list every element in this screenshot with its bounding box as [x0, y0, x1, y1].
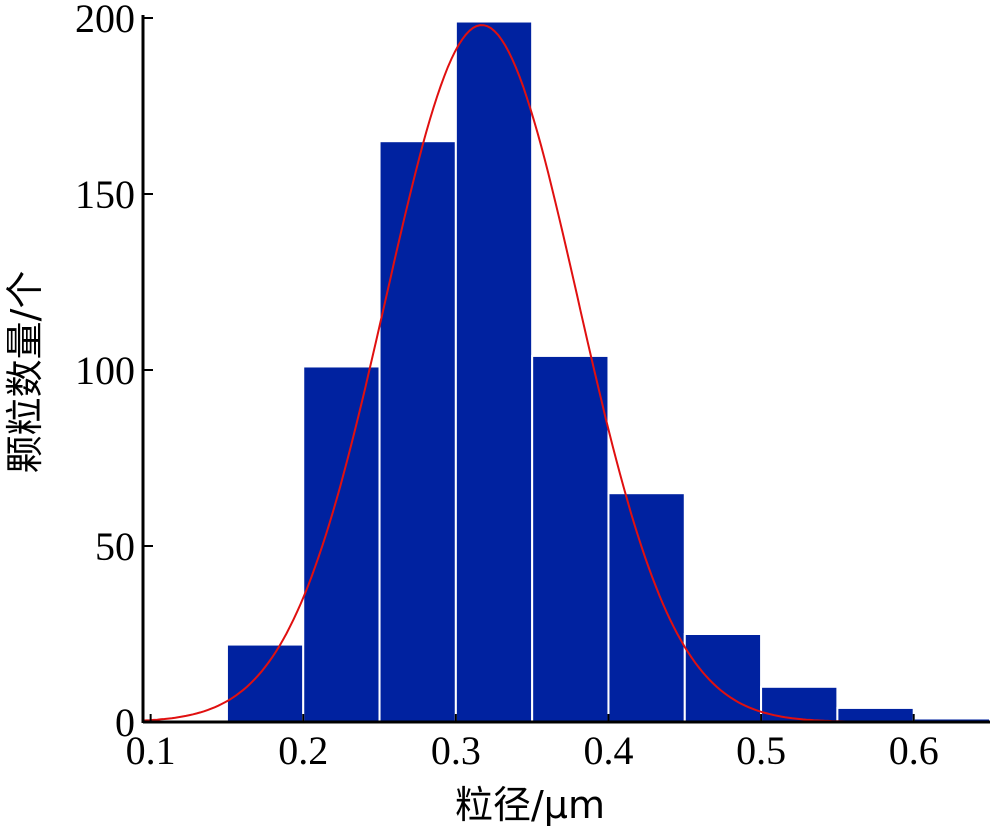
- x-tick-label-5: 0.6: [889, 728, 939, 773]
- x-ticks-group: 0.1 0.2 0.3 0.4 0.5 0.6: [126, 714, 939, 773]
- histogram-bar-0: [225, 643, 305, 723]
- x-tick-label-0: 0.1: [126, 728, 176, 773]
- x-tick-label-1: 0.2: [278, 728, 328, 773]
- histogram-bar-1: [302, 365, 381, 723]
- histogram-bar-6: [683, 633, 763, 723]
- histogram-bar-8: [836, 706, 915, 723]
- y-tick-label-0: 0: [115, 700, 135, 745]
- x-tick-label-3: 0.4: [583, 728, 633, 773]
- histogram-bar-7: [760, 685, 839, 723]
- bars-group: [225, 20, 991, 724]
- histogram-bar-4: [531, 354, 610, 723]
- y-tick-label-2: 100: [75, 348, 135, 393]
- y-tick-label-3: 150: [75, 172, 135, 217]
- y-tick-label-1: 50: [95, 524, 135, 569]
- y-ticks-group: 0 50 100 150 200: [75, 0, 153, 745]
- y-tick-label-4: 200: [75, 0, 135, 41]
- normal-fit-curve: [142, 24, 861, 723]
- x-tick-label-2: 0.3: [431, 728, 481, 773]
- histogram-bar-3: [454, 20, 534, 723]
- y-axis-title: 颗粒数量/个: [3, 271, 47, 474]
- histogram-bar-2: [378, 140, 457, 723]
- histogram-bar-5: [607, 492, 686, 724]
- x-axis-title: 粒径/μm: [455, 783, 605, 827]
- x-tick-label-4: 0.5: [736, 728, 786, 773]
